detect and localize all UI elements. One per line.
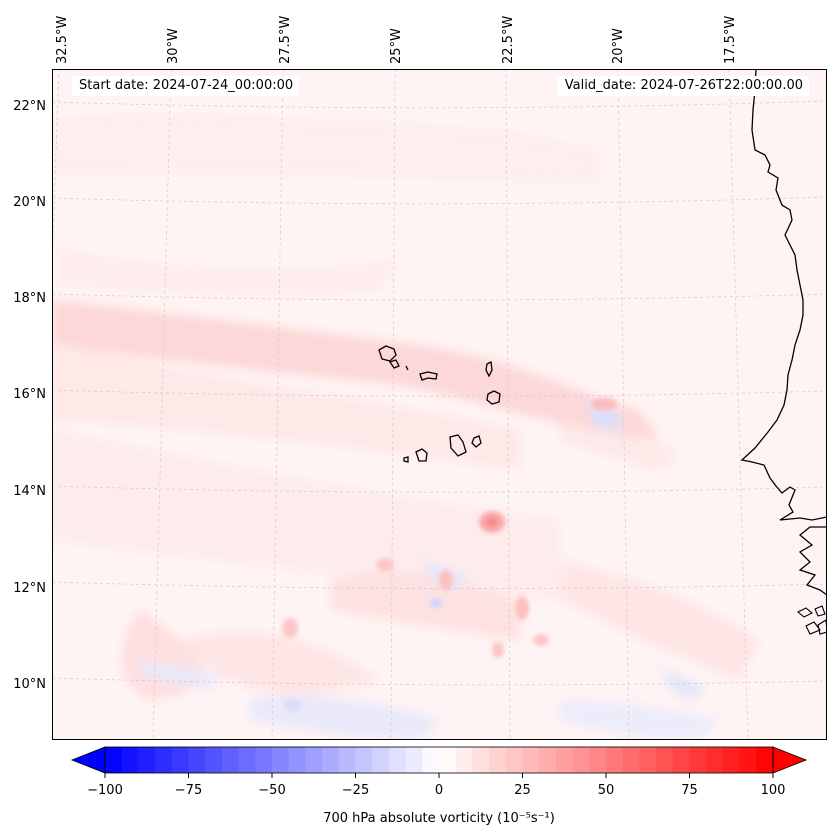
colorbar-tick-label: 75 bbox=[681, 783, 698, 798]
colorbar-tick-label: 50 bbox=[598, 783, 615, 798]
colorbar-segment bbox=[272, 747, 290, 773]
lat-label: 12°N bbox=[13, 581, 46, 596]
colorbar-segment bbox=[539, 747, 557, 773]
colorbar-segment bbox=[689, 747, 707, 773]
colorbar-segment bbox=[739, 747, 757, 773]
longitude-labels: 32.5°W 30°W 27.5°W 25°W 22.5°W 20°W 17.5… bbox=[55, 16, 738, 64]
colorbar-segment bbox=[255, 747, 273, 773]
colorbar-segment bbox=[472, 747, 490, 773]
colorbar-segment bbox=[372, 747, 390, 773]
colorbar-tick-label: −75 bbox=[175, 783, 202, 798]
lat-label: 22°N bbox=[13, 99, 46, 114]
colorbar-segment bbox=[338, 747, 356, 773]
map-panel bbox=[52, 69, 827, 740]
colorbar-segment bbox=[439, 747, 457, 773]
colorbar-extend-high bbox=[772, 746, 808, 774]
start-date-label: Start date: 2024-07-24_00:00:00 bbox=[72, 76, 300, 96]
lon-label: 32.5°W bbox=[55, 16, 70, 64]
colorbar-segment bbox=[188, 747, 206, 773]
cape-verde-islands bbox=[378, 345, 501, 463]
colorbar-tick-label: 25 bbox=[514, 783, 531, 798]
colorbar-extend-low bbox=[70, 746, 106, 774]
colorbar-segment bbox=[171, 747, 189, 773]
vorticity-field bbox=[52, 115, 760, 740]
lon-label: 22.5°W bbox=[501, 16, 516, 64]
lat-label: 16°N bbox=[13, 387, 46, 402]
colorbar-segment bbox=[756, 747, 774, 773]
colorbar-segment bbox=[572, 747, 590, 773]
lon-label: 30°W bbox=[166, 28, 181, 64]
colorbar-segment bbox=[672, 747, 690, 773]
west-africa-coastline bbox=[740, 69, 827, 521]
colorbar-segment bbox=[505, 747, 523, 773]
colorbar-segment bbox=[105, 747, 123, 773]
valid-date-label: Valid_date: 2024-07-26T22:00:00.00 bbox=[556, 76, 809, 96]
colorbar-segment bbox=[138, 747, 156, 773]
colorbar-segment bbox=[388, 747, 407, 773]
colorbar: −100 −75 −50 −25 0 25 50 75 100 700 hPa … bbox=[70, 746, 808, 826]
colorbar-segment bbox=[288, 747, 306, 773]
colorbar-tick-label: −100 bbox=[87, 783, 123, 798]
colorbar-segment bbox=[589, 747, 607, 773]
lat-label: 14°N bbox=[13, 484, 46, 499]
colorbar-segment bbox=[238, 747, 256, 773]
colorbar-segments bbox=[105, 747, 774, 773]
latitude-labels: 22°N 20°N 18°N 16°N 14°N 12°N 10°N bbox=[13, 99, 46, 692]
lon-label: 27.5°W bbox=[278, 16, 293, 64]
colorbar-segment bbox=[606, 747, 624, 773]
lon-label: 17.5°W bbox=[723, 16, 738, 64]
map-border bbox=[52, 69, 827, 740]
colorbar-tick-label: 100 bbox=[761, 783, 786, 798]
colorbar-segment bbox=[355, 747, 373, 773]
colorbar-ticks bbox=[104, 773, 774, 778]
colorbar-segment bbox=[489, 747, 507, 773]
colorbar-segment bbox=[706, 747, 724, 773]
colorbar-tick-label: 0 bbox=[435, 783, 443, 798]
lon-label: 25°W bbox=[389, 28, 404, 64]
colorbar-segment bbox=[322, 747, 340, 773]
colorbar-segment bbox=[455, 747, 473, 773]
colorbar-segment bbox=[121, 747, 139, 773]
colorbar-segment bbox=[155, 747, 173, 773]
colorbar-segment bbox=[639, 747, 657, 773]
lat-label: 10°N bbox=[13, 677, 46, 692]
colorbar-segment bbox=[622, 747, 640, 773]
coastline-south bbox=[798, 526, 827, 596]
colorbar-segment bbox=[522, 747, 540, 773]
colorbar-segment bbox=[205, 747, 223, 773]
colorbar-segment bbox=[221, 747, 240, 773]
bissagos-islands bbox=[797, 605, 827, 635]
colorbar-segment bbox=[656, 747, 674, 773]
colorbar-segment bbox=[555, 747, 574, 773]
colorbar-segment bbox=[305, 747, 323, 773]
colorbar-tick-label: −25 bbox=[342, 783, 369, 798]
gridlines bbox=[52, 69, 827, 740]
lon-label: 20°W bbox=[611, 28, 626, 64]
colorbar-segment bbox=[722, 747, 741, 773]
lat-label: 18°N bbox=[13, 291, 46, 306]
colorbar-segment bbox=[405, 747, 423, 773]
colorbar-tick-label: −50 bbox=[258, 783, 285, 798]
colorbar-label: 700 hPa absolute vorticity (10⁻⁵s⁻¹) bbox=[323, 811, 555, 826]
colorbar-segment bbox=[422, 747, 440, 773]
colorbar-tick-labels: −100 −75 −50 −25 0 25 50 75 100 bbox=[87, 783, 785, 798]
lat-label: 20°N bbox=[13, 195, 46, 210]
